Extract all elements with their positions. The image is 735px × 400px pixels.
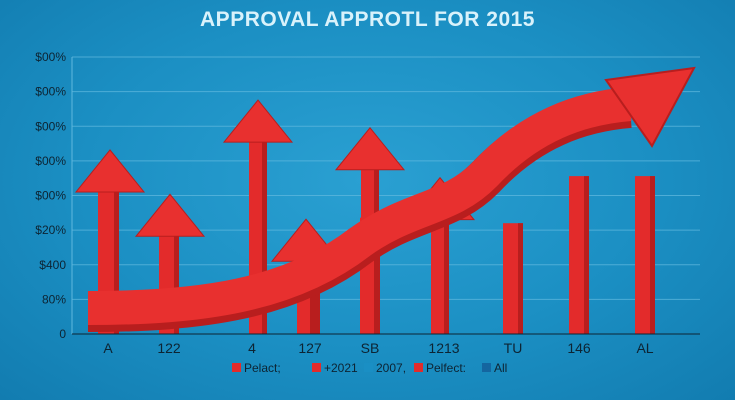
- legend-swatch: [482, 363, 491, 372]
- bar-shade: [650, 176, 655, 334]
- y-tick-label: 80%: [42, 292, 66, 306]
- legend-label: 2007,: [376, 361, 406, 375]
- legend-swatch: [364, 363, 373, 372]
- legend-swatch: [312, 363, 321, 372]
- legend-swatch: [232, 363, 241, 372]
- arrow-bar-shaft-shade: [174, 234, 179, 334]
- x-tick-label: TU: [504, 340, 523, 356]
- legend-label: Pelfect:: [426, 361, 466, 375]
- bar-shade: [584, 176, 589, 334]
- arrow-bar-shaft-shade: [114, 189, 119, 334]
- legend-label: All: [494, 361, 507, 375]
- legend: Pelact; +2021 2007, Pelfect: All: [232, 361, 507, 375]
- arrow-bar-shaft-shade: [444, 217, 449, 334]
- x-tick-label: 127: [298, 340, 322, 356]
- x-tick-label: AL: [636, 340, 653, 356]
- arrow-bar-head: [222, 99, 294, 143]
- x-tick-label: 146: [567, 340, 591, 356]
- trend-arrow: [87, 66, 696, 332]
- y-tick-label: $00%: [35, 85, 66, 99]
- y-tick-label: $00%: [35, 189, 66, 203]
- chart-title: APPROVAL APPROTL FOR 2015: [200, 8, 535, 31]
- x-tick-label: SB: [361, 340, 380, 356]
- x-axis: A 122 4 127 SB 1213 TU 146 AL: [72, 333, 700, 356]
- y-tick-label: $20%: [35, 223, 66, 237]
- y-axis: $00% $00% $00% $00% $00% $20% $400 80% 0: [35, 50, 73, 341]
- x-tick-label: 1213: [428, 340, 459, 356]
- x-tick-label: 4: [248, 340, 256, 356]
- arrow-bar-head: [334, 127, 406, 171]
- bar-shade: [315, 259, 320, 334]
- x-tick-label: 122: [157, 340, 181, 356]
- x-tick-label: A: [103, 340, 113, 356]
- y-tick-label: $400: [39, 258, 66, 272]
- arrow-bar-head: [134, 193, 206, 237]
- legend-label: +2021: [324, 361, 358, 375]
- legend-label: Pelact;: [244, 361, 281, 375]
- trend-arrow-body: [87, 87, 632, 325]
- y-tick-label: $00%: [35, 119, 66, 133]
- y-tick-label: 0: [59, 327, 66, 341]
- arrow-bar-shaft-shade: [262, 140, 267, 334]
- y-tick-label: $00%: [35, 50, 66, 64]
- arrow-bar-head: [74, 149, 146, 193]
- trend-arrow-head: [604, 66, 696, 148]
- legend-swatch: [414, 363, 423, 372]
- bar-shade: [518, 223, 523, 334]
- y-tick-label: $00%: [35, 154, 66, 168]
